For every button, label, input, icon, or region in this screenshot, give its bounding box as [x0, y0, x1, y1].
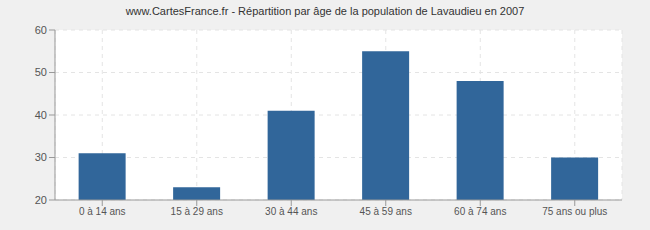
- svg-text:75 ans ou plus: 75 ans ou plus: [542, 206, 607, 217]
- svg-text:30 à 44 ans: 30 à 44 ans: [265, 206, 317, 217]
- svg-text:0 à 14 ans: 0 à 14 ans: [79, 206, 126, 217]
- svg-text:45 à 59 ans: 45 à 59 ans: [360, 206, 412, 217]
- svg-text:30: 30: [35, 151, 47, 163]
- svg-text:60: 60: [35, 24, 47, 36]
- svg-text:60 à 74 ans: 60 à 74 ans: [454, 206, 506, 217]
- svg-text:50: 50: [35, 66, 47, 78]
- html-text:www.CartesFrance.fr - Répartit: www.CartesFrance.fr - Répartition par âg…: [125, 5, 525, 17]
- svg-text:40: 40: [35, 109, 47, 121]
- svg-text:15 à 29 ans: 15 à 29 ans: [171, 206, 223, 217]
- svg-text:20: 20: [35, 194, 47, 206]
